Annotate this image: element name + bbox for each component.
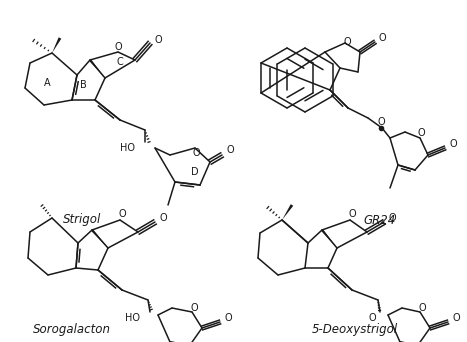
Text: D: D <box>191 167 199 177</box>
Text: O: O <box>159 213 167 223</box>
Text: HO: HO <box>125 313 140 323</box>
Text: O: O <box>114 42 122 52</box>
Polygon shape <box>321 229 337 248</box>
Text: HO: HO <box>120 143 135 153</box>
Text: O: O <box>348 209 356 219</box>
Text: O: O <box>154 35 162 45</box>
Polygon shape <box>282 204 293 220</box>
Text: O: O <box>192 148 200 158</box>
Text: A: A <box>44 78 50 88</box>
Text: O: O <box>452 313 460 323</box>
Text: O: O <box>118 209 126 219</box>
Polygon shape <box>91 229 108 248</box>
Text: O: O <box>368 313 376 323</box>
Text: 5-Deoxystrigol: 5-Deoxystrigol <box>312 324 398 337</box>
Text: C: C <box>117 57 123 67</box>
Text: O: O <box>378 33 386 43</box>
Polygon shape <box>52 37 61 53</box>
Text: O: O <box>417 128 425 138</box>
Text: Sorogalacton: Sorogalacton <box>33 324 111 337</box>
Text: GR24: GR24 <box>364 213 396 226</box>
Text: Strigol: Strigol <box>63 213 101 226</box>
Text: O: O <box>449 139 457 149</box>
Text: O: O <box>343 37 351 47</box>
Text: O: O <box>377 117 385 127</box>
Text: O: O <box>388 213 396 223</box>
Text: O: O <box>418 303 426 313</box>
Text: O: O <box>224 313 232 323</box>
Polygon shape <box>89 59 105 78</box>
Text: O: O <box>226 145 234 155</box>
Text: O: O <box>190 303 198 313</box>
Text: B: B <box>80 80 86 90</box>
